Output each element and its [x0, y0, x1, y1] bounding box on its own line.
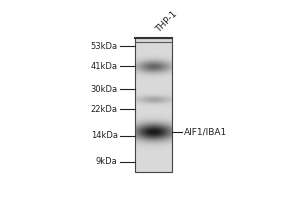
- Text: 30kDa: 30kDa: [91, 85, 118, 94]
- Text: 9kDa: 9kDa: [96, 157, 118, 166]
- Text: 22kDa: 22kDa: [91, 105, 118, 114]
- Text: AIF1/IBA1: AIF1/IBA1: [184, 127, 227, 136]
- Text: 14kDa: 14kDa: [91, 131, 118, 140]
- Text: 53kDa: 53kDa: [91, 42, 118, 51]
- Text: 41kDa: 41kDa: [91, 62, 118, 71]
- Text: THP-1: THP-1: [154, 9, 179, 34]
- Bar: [135, 38, 172, 172]
